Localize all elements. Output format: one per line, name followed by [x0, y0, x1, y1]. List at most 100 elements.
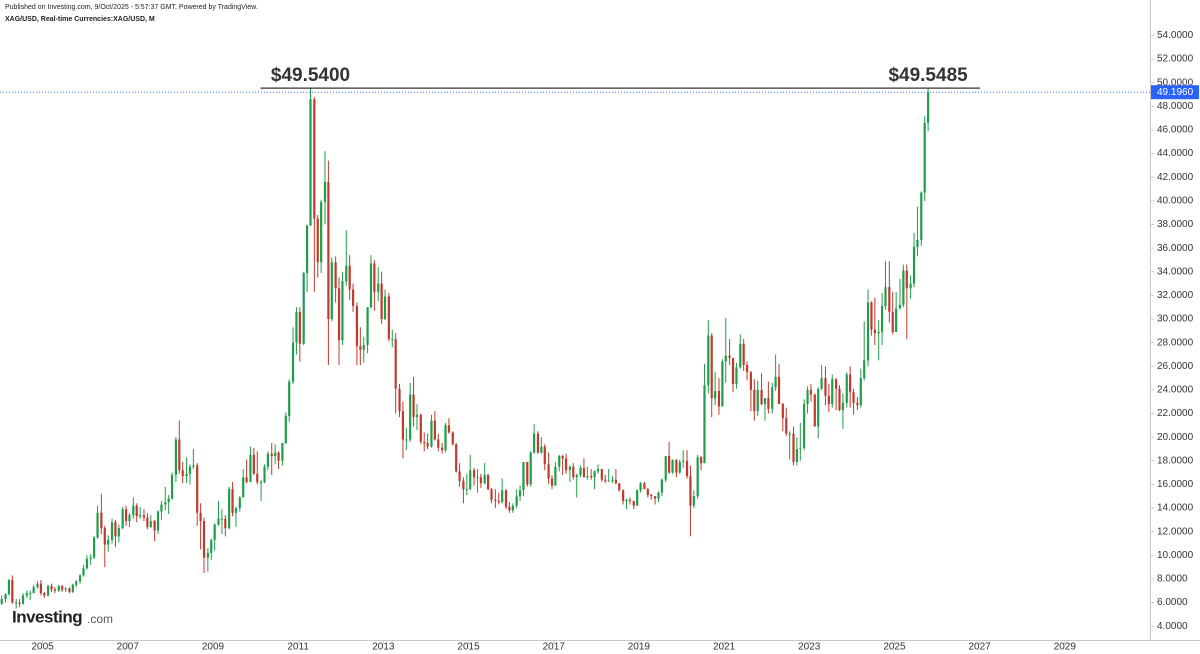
candle-body [61, 586, 64, 590]
candle-body [689, 476, 692, 506]
y-tick-label: 32.0000 [1157, 290, 1194, 301]
x-tick-label: 2029 [1054, 642, 1077, 653]
candle-body [234, 508, 238, 513]
candle-body [82, 568, 85, 576]
candle-body [57, 586, 60, 591]
candle-body [309, 99, 312, 226]
candle-body [295, 311, 298, 343]
candle-body [707, 335, 710, 386]
candle-body [745, 365, 749, 373]
x-tick-label: 2023 [798, 642, 821, 653]
candle-body [895, 308, 898, 332]
candle-body [362, 344, 365, 350]
candle-body [845, 374, 848, 403]
candle-body [465, 489, 468, 491]
candle-body [618, 483, 621, 491]
candle-body [341, 281, 344, 341]
candle-body [383, 296, 387, 319]
candle-body [799, 447, 802, 449]
x-tick-label: 2007 [117, 642, 140, 653]
candle-body [146, 517, 149, 527]
logo-suffix: .com [87, 612, 113, 626]
candle-body [25, 593, 28, 596]
candle-body [202, 521, 206, 558]
candle-body [437, 439, 440, 448]
candle-body [536, 433, 540, 453]
candle-body [15, 602, 18, 604]
candle-body [266, 453, 270, 467]
candle-body [305, 225, 309, 273]
candle-body [110, 522, 114, 540]
candle-body [135, 505, 138, 517]
candle-body [912, 246, 916, 284]
candle-body [490, 489, 493, 500]
candle-body [568, 466, 571, 471]
candle-body [242, 477, 245, 498]
candle-body [160, 504, 163, 512]
candle-body [614, 479, 617, 484]
candle-body [29, 593, 32, 595]
candle-body [423, 441, 426, 444]
candle-body [831, 379, 834, 405]
candle-body [228, 489, 231, 529]
candle-body [575, 474, 578, 478]
y-tick-label: 6.0000 [1157, 597, 1188, 608]
candle-body [604, 479, 607, 481]
candle-body [550, 478, 554, 486]
candle-body [366, 307, 369, 345]
candle-body [377, 283, 380, 292]
candle-body [174, 439, 178, 475]
candle-body [451, 432, 454, 445]
annotation-label: $49.5485 [888, 65, 968, 86]
candle-body [217, 518, 220, 525]
candle-body [579, 467, 582, 475]
candle-body [717, 391, 721, 407]
candle-body [639, 483, 642, 491]
candle-body [313, 99, 316, 219]
candle-body [909, 283, 912, 289]
x-tick-label: 2019 [628, 642, 651, 653]
candle-body [643, 483, 646, 490]
candle-body [124, 509, 128, 522]
candle-body [877, 331, 880, 334]
candle-body [71, 584, 74, 592]
candle-body [682, 460, 685, 462]
candle-body [139, 515, 142, 517]
candle-body [795, 448, 799, 462]
candle-body [564, 458, 568, 471]
candle-body [572, 466, 575, 478]
candle-body [394, 339, 397, 389]
candle-body [39, 583, 42, 594]
candle-body [196, 465, 199, 513]
candle-body [426, 443, 429, 447]
candle-body [64, 588, 67, 590]
y-tick-label: 24.0000 [1157, 385, 1194, 396]
x-tick-label: 2005 [31, 642, 54, 653]
candle-body [721, 361, 724, 407]
logo: Investing .com [12, 607, 113, 626]
candle-body [213, 524, 216, 540]
candle-body [18, 602, 21, 604]
candle-body [533, 433, 536, 453]
candle-body [703, 385, 706, 464]
candle-body [540, 446, 543, 453]
candle-body [792, 433, 795, 462]
y-tick-label: 48.0000 [1157, 101, 1194, 112]
candle-body [458, 471, 461, 481]
candle-body [873, 329, 876, 334]
candle-body [409, 394, 412, 440]
candle-body [142, 515, 146, 518]
candle-body [671, 459, 674, 473]
candle-body [433, 420, 436, 440]
candle-body [632, 500, 635, 506]
candle-body [472, 470, 476, 478]
candle-body [369, 263, 373, 308]
candle-body [596, 469, 600, 472]
candle-body [345, 265, 348, 282]
candle-body [0, 599, 3, 604]
candle-body [710, 335, 713, 399]
x-tick-label: 2011 [287, 642, 309, 653]
candle-body [785, 418, 788, 434]
candle-body [316, 218, 319, 263]
y-tick-label: 26.0000 [1157, 361, 1194, 372]
